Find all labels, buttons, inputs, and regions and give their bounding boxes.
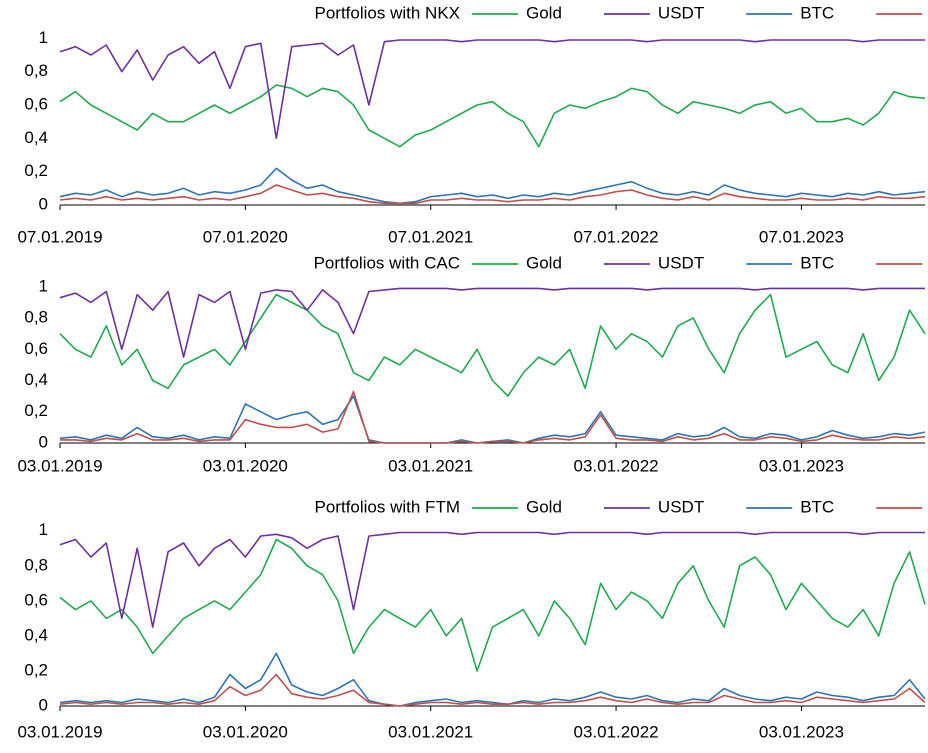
series-line xyxy=(59,293,926,397)
y-tick-label: 0,4 xyxy=(24,370,48,389)
series-line xyxy=(59,39,925,140)
legend-label: Gold xyxy=(526,253,562,272)
y-tick-label: 0,8 xyxy=(24,308,48,327)
legend-label: BTC xyxy=(800,3,834,22)
legend-label: Gold xyxy=(526,497,562,516)
series-line xyxy=(59,84,926,148)
legend-label: BTC xyxy=(800,253,834,272)
legend-label: BTC xyxy=(800,497,834,516)
x-tick-label: 07.01.2023 xyxy=(759,227,844,246)
y-tick-label: 0 xyxy=(39,432,48,451)
x-tick-label: 07.01.2022 xyxy=(574,227,659,246)
y-tick-label: 0,6 xyxy=(24,94,48,113)
series-line xyxy=(59,184,926,205)
chart-title: Portfolios with FTM xyxy=(315,497,460,516)
series-line xyxy=(59,673,926,707)
x-tick-label: 07.01.2020 xyxy=(203,227,288,246)
legend-label: USDT xyxy=(658,253,704,272)
y-tick-label: 1 xyxy=(39,520,48,539)
y-tick-label: 0,8 xyxy=(24,555,48,574)
x-tick-label: 03.01.2019 xyxy=(17,722,102,741)
series-line xyxy=(59,167,926,205)
x-tick-label: 03.01.2019 xyxy=(17,456,102,475)
chart-panel: 0 0,2 0,4 0,6 0,8 1 07.01.2019 07.01.2020 07.01.… xyxy=(17,3,926,246)
y-tick-label: 0,6 xyxy=(24,339,48,358)
chart-title: Portfolios with CAC xyxy=(314,253,460,272)
x-tick-label: 03.01.2020 xyxy=(203,722,288,741)
y-tick-label: 1 xyxy=(39,28,48,47)
legend-label: USDT xyxy=(658,497,704,516)
x-tick-label: 03.01.2022 xyxy=(574,722,659,741)
series-line xyxy=(60,390,926,444)
y-tick-label: 0 xyxy=(39,194,48,213)
series-line xyxy=(59,395,926,444)
series-line xyxy=(59,287,925,358)
x-tick-label: 07.01.2019 xyxy=(17,227,102,246)
y-tick-label: 0,6 xyxy=(24,590,48,609)
x-tick-label: 03.01.2023 xyxy=(759,456,844,475)
y-tick-label: 0,2 xyxy=(24,660,48,679)
x-tick-label: 03.01.2021 xyxy=(388,456,473,475)
legend-label: Gold xyxy=(526,3,562,22)
x-tick-label: 07.01.2021 xyxy=(388,227,473,246)
chart-title: Portfolios with NKX xyxy=(315,3,461,22)
y-tick-label: 0,2 xyxy=(24,401,48,420)
series-line xyxy=(59,531,925,628)
y-tick-label: 1 xyxy=(39,276,48,295)
series-line xyxy=(59,652,926,707)
chart-panel: 0 0,2 0,4 0,6 0,8 1 03.01.2019 03.01.2020 03.01.… xyxy=(17,253,926,475)
x-tick-label: 03.01.2020 xyxy=(203,456,288,475)
legend-label: USDT xyxy=(658,3,704,22)
y-tick-label: 0 xyxy=(39,695,48,714)
chart-panel: 0 0,2 0,4 0,6 0,8 1 03.01.2019 03.01.2020 03.01.… xyxy=(17,497,926,741)
y-tick-label: 0,4 xyxy=(24,128,48,147)
y-tick-label: 0,8 xyxy=(24,61,48,80)
x-tick-label: 03.01.2022 xyxy=(574,456,659,475)
y-tick-label: 0,2 xyxy=(24,161,48,180)
x-tick-label: 03.01.2023 xyxy=(759,722,844,741)
x-tick-label: 03.01.2021 xyxy=(388,722,473,741)
y-tick-label: 0,4 xyxy=(24,625,48,644)
series-line xyxy=(59,538,926,672)
